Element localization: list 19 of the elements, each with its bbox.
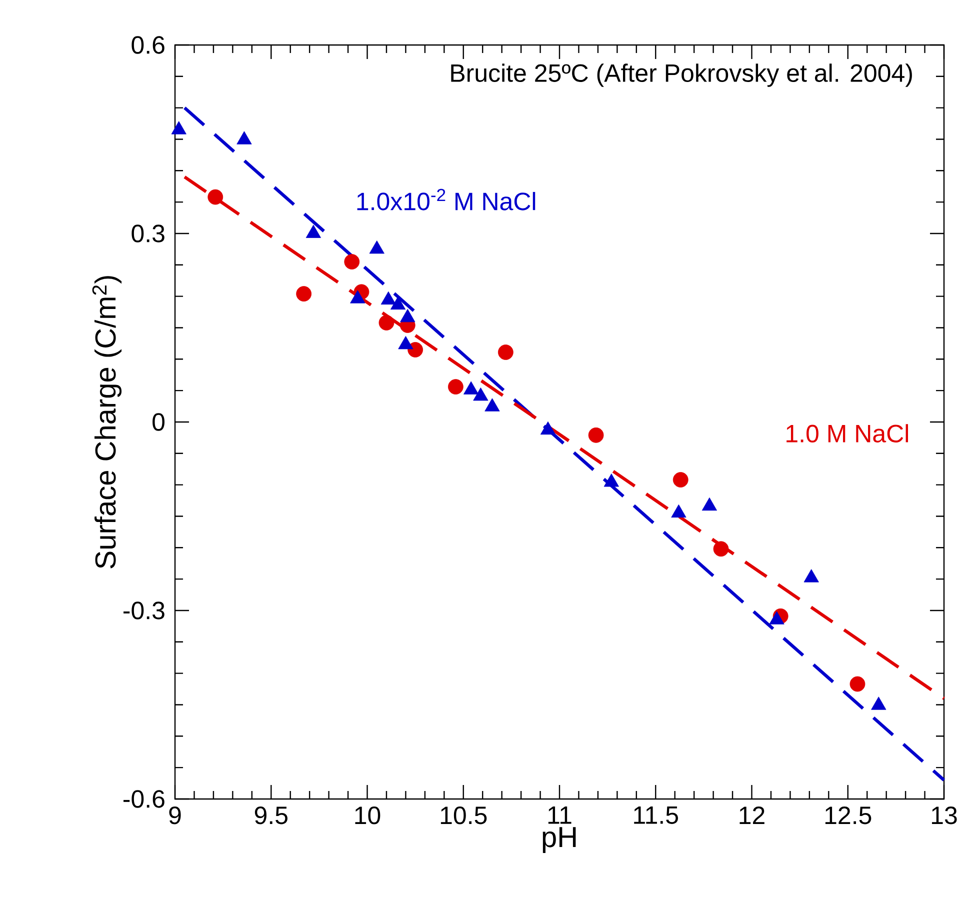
text: 1.0 M NaCl [786, 424, 908, 442]
x-tick-label: 11.5 [634, 806, 678, 824]
x-axis-title: pH [542, 827, 576, 854]
series-label: 1.0x10$^{-2}$ M NaCl [357, 188, 536, 210]
x-tick-label: 11 [548, 806, 572, 824]
y-tick-label: 0 [152, 413, 164, 431]
y-tick-label: 0.3 [132, 224, 164, 242]
x-tick-label: 9.5 [254, 806, 288, 824]
y-axis-title: Surface Charge (C/m$^{2}$) [92, 276, 122, 568]
x-tick-label: 12.5 [825, 806, 872, 824]
x-tick-label: 12 [740, 806, 764, 824]
text: Brucite 25ºC (After Pokrovsky et al. 2004) [451, 64, 912, 87]
x-tick-label: 9 [169, 806, 181, 824]
x-tick-label: 10 [355, 806, 380, 824]
y-tick-label: 0.6 [132, 36, 164, 54]
y-tick-label: -0.6 [124, 790, 164, 808]
x-tick-label: 10.5 [440, 806, 487, 824]
x-tick-label: 13 [932, 806, 957, 824]
y-tick-label: -0.3 [124, 602, 164, 620]
